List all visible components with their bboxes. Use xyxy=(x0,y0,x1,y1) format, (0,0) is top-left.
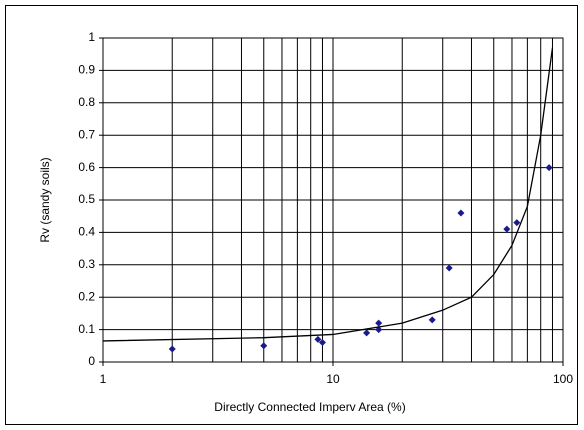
data-point xyxy=(503,225,511,233)
data-point xyxy=(363,329,371,337)
y-tick-label: 0 xyxy=(88,354,95,368)
y-tick-label: 0.8 xyxy=(78,95,95,109)
y-tick-label: 0.6 xyxy=(78,160,95,174)
y-tick-label: 0.5 xyxy=(78,192,95,206)
y-tick-label: 0.3 xyxy=(78,257,95,271)
y-axis-title: Rv (sandy soils) xyxy=(38,157,52,242)
data-point xyxy=(260,342,268,350)
x-tick-label: 1 xyxy=(100,372,107,386)
data-point xyxy=(457,209,465,217)
y-tick-label: 0.1 xyxy=(78,322,95,336)
data-point xyxy=(428,316,436,324)
data-point xyxy=(513,219,521,227)
data-point xyxy=(318,339,326,347)
data-point xyxy=(168,345,176,353)
x-tick-label: 100 xyxy=(553,372,573,386)
y-tick-label: 0.9 xyxy=(78,63,95,77)
y-tick-label: 0.7 xyxy=(78,127,95,141)
y-tick-label: 0.2 xyxy=(78,289,95,303)
data-point xyxy=(314,335,322,343)
y-tick-label: 0.4 xyxy=(78,225,95,239)
y-tick-label: 1 xyxy=(88,30,95,44)
data-point xyxy=(375,319,383,327)
data-point xyxy=(545,164,553,172)
x-tick-label: 10 xyxy=(326,372,340,386)
data-point xyxy=(445,264,453,272)
fit-line xyxy=(102,47,554,342)
x-axis-title: Directly Connected Imperv Area (%) xyxy=(214,400,405,414)
